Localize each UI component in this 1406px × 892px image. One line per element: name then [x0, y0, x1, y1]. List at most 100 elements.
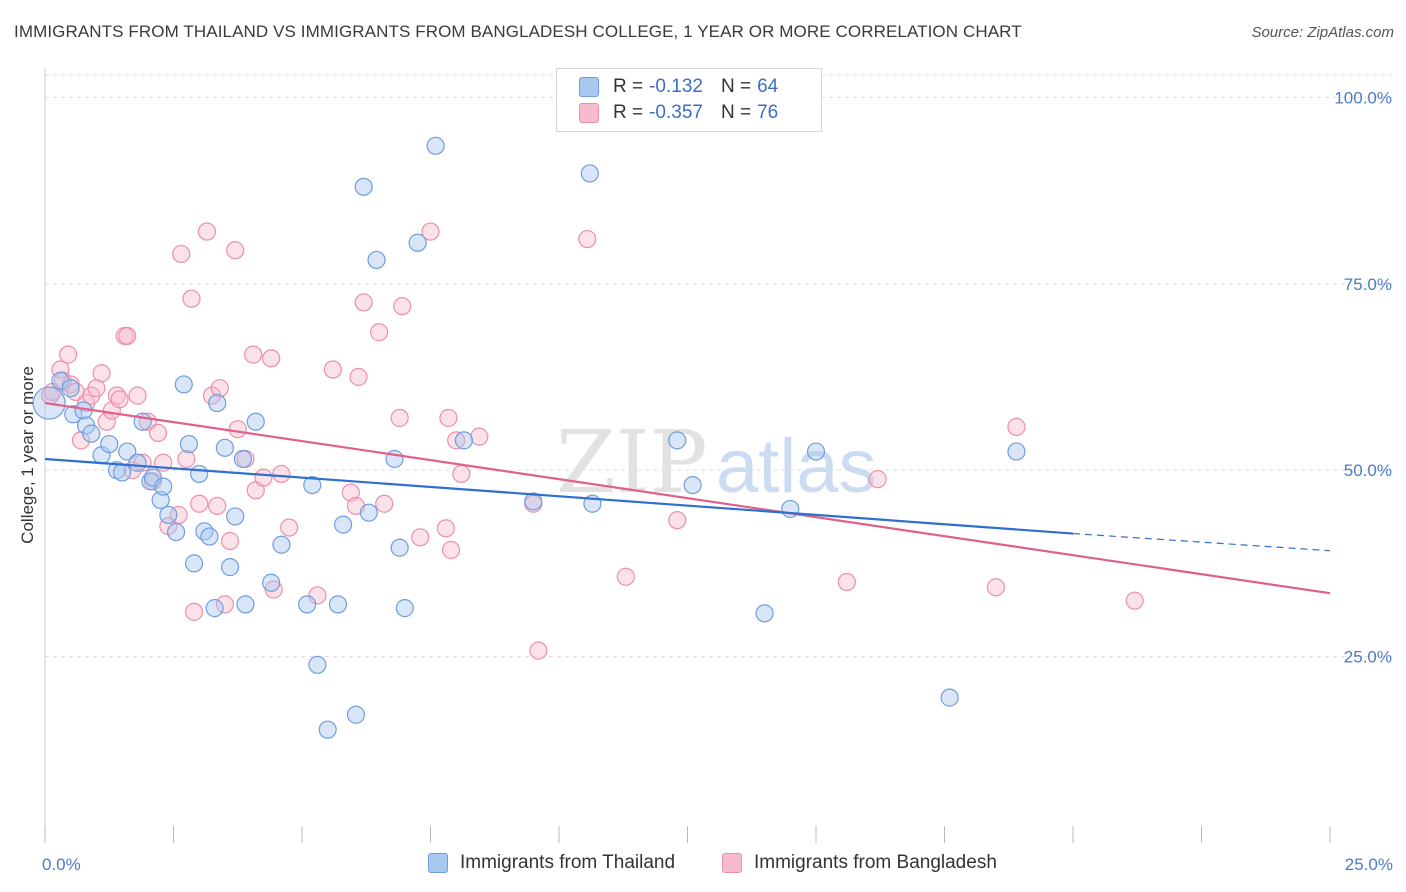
bangladesh-point: [1125, 591, 1144, 610]
r-value: -0.132: [649, 76, 703, 97]
thailand-points: [32, 136, 1026, 739]
thailand-point: [82, 424, 101, 443]
legend-row-thailand: R = -0.132 N = 64: [579, 75, 778, 99]
bangladesh-point: [210, 379, 229, 398]
thailand-point: [668, 431, 687, 450]
thailand-point: [236, 595, 255, 614]
legend-label-bangladesh: Immigrants from Bangladesh: [754, 852, 997, 873]
thailand-point: [346, 705, 366, 724]
bangladesh-swatch: [579, 103, 599, 123]
thailand-point: [318, 720, 337, 739]
bangladesh-point: [128, 386, 147, 405]
thailand-trend-extension: [1072, 532, 1331, 552]
thailand-point: [233, 449, 252, 469]
watermark-atlas: atlas: [716, 424, 877, 509]
thailand-point: [272, 535, 291, 554]
thailand-point: [246, 412, 265, 431]
y-tick-label: 50.0%: [1344, 461, 1392, 480]
bangladesh-points: [41, 222, 1144, 660]
bangladesh-trend-line: [44, 401, 1331, 595]
zipatlas-watermark: ZIP atlas: [556, 413, 877, 513]
thailand-point: [184, 554, 204, 573]
thailand-point: [174, 375, 193, 394]
thailand-point: [205, 599, 224, 618]
thailand-point: [51, 371, 70, 390]
thailand-point: [159, 505, 178, 525]
thailand-point: [128, 453, 147, 472]
x-tick-labels: 0.0% 25.0%: [42, 855, 1393, 874]
r-label: R =: [613, 102, 644, 123]
bangladesh-point: [262, 349, 281, 368]
bangladesh-point: [182, 289, 201, 308]
thailand-point: [190, 464, 209, 484]
source-label: Source: ZipAtlas.com: [1251, 24, 1394, 41]
thailand-point: [367, 250, 386, 270]
legend-row-bangladesh: R = -0.357 N = 76: [579, 101, 778, 125]
thailand-point: [226, 507, 245, 526]
thailand-point: [64, 405, 83, 424]
bangladesh-point: [110, 390, 129, 409]
bangladesh-point: [118, 326, 137, 346]
bangladesh-point: [1007, 417, 1026, 437]
bangladesh-point: [354, 293, 373, 312]
bangladesh-point: [837, 572, 856, 592]
bangladesh-point: [208, 496, 227, 516]
bangladesh-point: [447, 431, 466, 450]
thailand-point: [755, 604, 774, 623]
bangladesh-point: [341, 483, 360, 502]
bangladesh-point: [92, 364, 111, 383]
thailand-point: [262, 573, 281, 592]
bangladesh-point: [215, 595, 234, 614]
thailand-point: [408, 233, 427, 252]
bangladesh-point: [177, 449, 196, 469]
thailand-point: [580, 164, 599, 183]
bangladesh-point: [148, 423, 168, 443]
bangladesh-point: [308, 586, 327, 605]
thailand-point: [303, 475, 322, 495]
bangladesh-point: [190, 494, 209, 513]
bangladesh-point: [578, 229, 597, 249]
thailand-point: [454, 431, 474, 450]
thailand-point: [683, 475, 702, 495]
thailand-swatch: [428, 853, 448, 873]
y-axis-title: College, 1 year or more: [18, 366, 37, 544]
thailand-point: [940, 688, 959, 707]
bangladesh-point: [470, 427, 489, 446]
bangladesh-point: [244, 345, 263, 364]
bangladesh-point: [529, 641, 548, 660]
chart-title: IMMIGRANTS FROM THAILAND VS IMMIGRANTS F…: [14, 22, 1022, 41]
trend-lines: [44, 401, 1331, 595]
bangladesh-point: [439, 408, 458, 428]
bangladesh-swatch: [722, 853, 742, 873]
bangladesh-point: [272, 464, 291, 484]
bangladesh-point: [452, 464, 471, 484]
bangladesh-point: [323, 360, 342, 379]
bangladesh-point: [436, 519, 456, 538]
bangladesh-point: [986, 578, 1006, 597]
thailand-swatch: [579, 77, 599, 97]
bangladesh-point: [228, 420, 247, 439]
thailand-point: [806, 442, 826, 461]
y-tick-label: 75.0%: [1344, 275, 1392, 294]
r-value: -0.357: [649, 102, 703, 123]
thailand-point: [195, 522, 214, 541]
thailand-point: [179, 434, 199, 454]
legend-item-bangladesh[interactable]: Immigrants from Bangladesh: [722, 852, 997, 874]
bangladesh-point: [172, 244, 191, 264]
y-tick-label: 25.0%: [1344, 648, 1392, 667]
thailand-point: [334, 515, 353, 534]
legend-item-thailand[interactable]: Immigrants from Thailand: [428, 852, 675, 874]
thailand-point: [208, 393, 227, 413]
bangladesh-point: [616, 567, 635, 586]
bangladesh-point: [349, 367, 368, 387]
thailand-point: [1007, 442, 1026, 461]
y-tick-labels: 25.0% 50.0% 75.0% 100.0%: [1334, 88, 1392, 666]
thailand-point: [118, 442, 137, 461]
legend-label-thailand: Immigrants from Thailand: [460, 852, 676, 873]
thailand-point: [143, 468, 163, 487]
thailand-point: [298, 595, 317, 614]
bangladesh-point: [226, 241, 245, 260]
bangladesh-point: [421, 222, 440, 241]
r-label: R =: [613, 76, 644, 97]
